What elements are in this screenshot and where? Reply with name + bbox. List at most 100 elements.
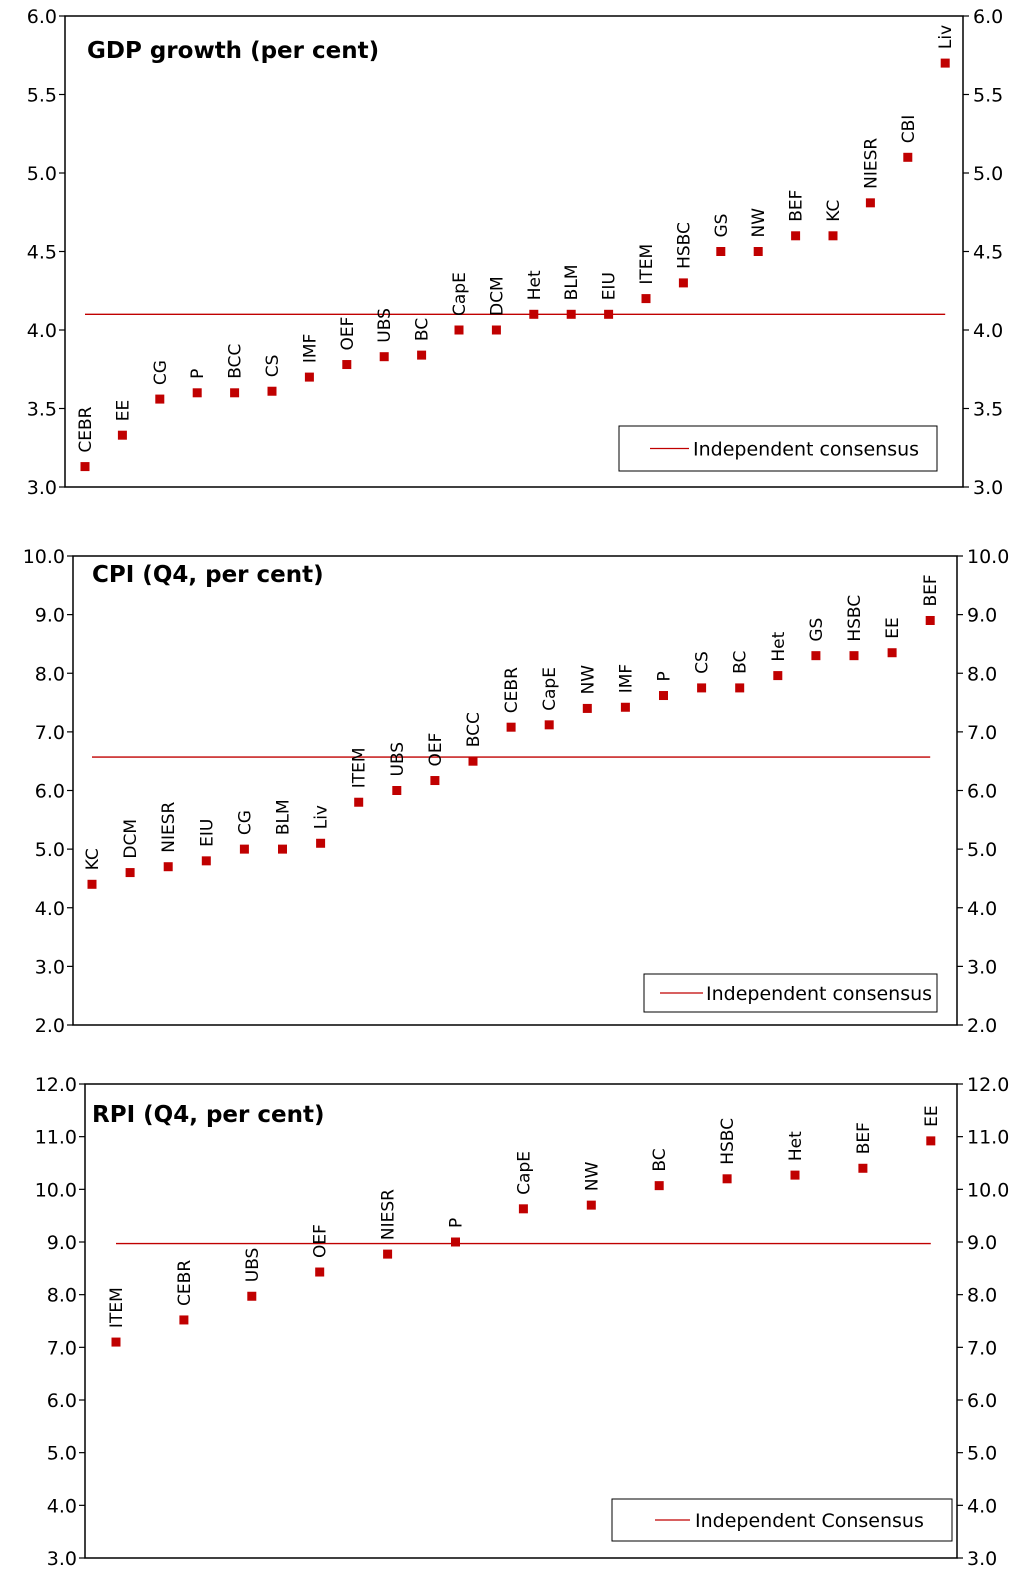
data-point-label: BCC <box>464 712 484 747</box>
y-tick-label-left: 10.0 <box>23 546 65 568</box>
data-point-label: DCM <box>487 276 507 316</box>
data-point-label: CapE <box>540 667 560 711</box>
y-tick-label-right: 6.0 <box>973 6 1003 28</box>
data-point-label: P <box>655 671 675 681</box>
data-point <box>791 231 801 241</box>
y-tick-label-left: 5.0 <box>35 839 65 861</box>
data-point-label: CapE <box>450 272 470 316</box>
data-point-label: CEBR <box>502 667 522 713</box>
data-point-label: NW <box>578 665 598 695</box>
data-point-label: Liv <box>312 805 332 829</box>
data-point <box>417 350 427 360</box>
y-tick-label-left: 9.0 <box>47 1232 77 1254</box>
y-tick-label-left: 7.0 <box>35 722 65 744</box>
data-point-label: CapE <box>514 1151 534 1195</box>
y-tick-label-right: 10.0 <box>967 546 1009 568</box>
data-point <box>163 862 173 872</box>
data-point <box>790 1170 800 1180</box>
data-point-label: OEF <box>426 733 446 767</box>
legend-label: Independent Consensus <box>695 1510 924 1532</box>
data-point-label: GS <box>807 618 827 642</box>
data-point-label: BCC <box>226 344 246 379</box>
data-point <box>125 868 135 878</box>
data-point-label: BEF <box>921 574 941 606</box>
data-point <box>903 152 913 162</box>
y-tick-label-left: 4.0 <box>47 1495 77 1517</box>
data-point <box>117 430 127 440</box>
data-point-label: CEBR <box>175 1260 195 1306</box>
data-point <box>454 325 464 335</box>
data-point <box>544 720 554 730</box>
data-point-label: CG <box>151 360 171 385</box>
data-point-label: HSBC <box>845 595 865 642</box>
y-tick-label-left: 12.0 <box>35 1074 77 1096</box>
plot-frame <box>84 1083 958 1559</box>
data-point-label: EE <box>922 1105 942 1126</box>
y-tick-label-left: 10.0 <box>35 1179 77 1201</box>
data-point <box>811 651 821 661</box>
data-point-label: CS <box>263 355 283 378</box>
data-point <box>315 1267 325 1277</box>
y-tick-label-left: 4.0 <box>35 898 65 920</box>
data-point-label: ITEM <box>350 747 370 788</box>
y-tick-label-right: 11.0 <box>967 1127 1009 1149</box>
data-point-label: UBS <box>388 742 408 777</box>
data-point <box>828 231 838 241</box>
y-tick-label-right: 2.0 <box>967 1015 997 1037</box>
data-point <box>451 1237 460 1247</box>
data-point <box>722 1174 732 1184</box>
data-point <box>620 702 630 712</box>
data-point-label: OEF <box>338 317 358 351</box>
y-tick-label-right: 7.0 <box>967 722 997 744</box>
data-point-label: Het <box>786 1131 806 1161</box>
chart-panel-2: 2.0 2.0 3.0 3.0 4.0 4.0 5.0 5.0 6.0 6.0 7.0 7.0 8.0 8… <box>23 546 1010 1037</box>
y-tick-label-left: 5.0 <box>27 163 57 185</box>
data-point-label: OEF <box>311 1224 331 1258</box>
data-point <box>849 651 859 661</box>
y-tick-label-left: 11.0 <box>35 1127 77 1149</box>
data-point-label: NW <box>582 1161 602 1191</box>
data-point <box>518 1204 528 1214</box>
data-point <box>392 786 402 795</box>
data-point-label: NIESR <box>159 801 179 852</box>
y-tick-label-left: 3.0 <box>27 477 57 499</box>
y-tick-label-right: 5.0 <box>973 163 1003 185</box>
y-tick-label-right: 3.0 <box>967 956 997 978</box>
data-point <box>179 1315 189 1325</box>
data-point <box>111 1337 121 1347</box>
y-tick-label-right: 5.0 <box>967 1443 997 1465</box>
y-tick-label-left: 9.0 <box>35 605 65 627</box>
data-point <box>491 325 501 335</box>
y-tick-label-left: 4.5 <box>27 242 57 264</box>
data-point <box>654 1181 664 1191</box>
legend-label: Independent consensus <box>706 983 932 1005</box>
data-point <box>887 648 897 658</box>
data-point <box>230 388 240 398</box>
data-point-label: HSBC <box>674 222 694 269</box>
data-point-label: BC <box>650 1148 670 1171</box>
data-point-label: Liv <box>936 25 956 49</box>
y-tick-label-right: 6.0 <box>967 781 997 803</box>
data-point <box>566 309 576 319</box>
y-tick-label-right: 9.0 <box>967 1232 997 1254</box>
data-point-label: EE <box>113 400 133 421</box>
data-point-label: IMF <box>300 334 320 363</box>
legend: Independent consensus <box>618 425 938 472</box>
y-tick-label-right: 4.0 <box>967 1495 997 1517</box>
data-point-label: ITEM <box>637 244 657 285</box>
y-tick-label-left: 8.0 <box>47 1285 77 1307</box>
data-point <box>247 1291 257 1301</box>
data-point <box>430 776 440 786</box>
data-point-label: IMF <box>616 664 636 693</box>
data-point <box>940 58 950 68</box>
data-point-label: HSBC <box>718 1118 738 1165</box>
data-point <box>192 388 202 398</box>
data-point <box>753 247 763 256</box>
data-point <box>697 683 707 693</box>
data-point-label: NIESR <box>379 1189 399 1240</box>
data-point-label: NIESR <box>861 138 881 189</box>
data-point <box>659 691 668 701</box>
y-tick-label-left: 4.0 <box>27 320 57 342</box>
data-point <box>858 1163 868 1173</box>
